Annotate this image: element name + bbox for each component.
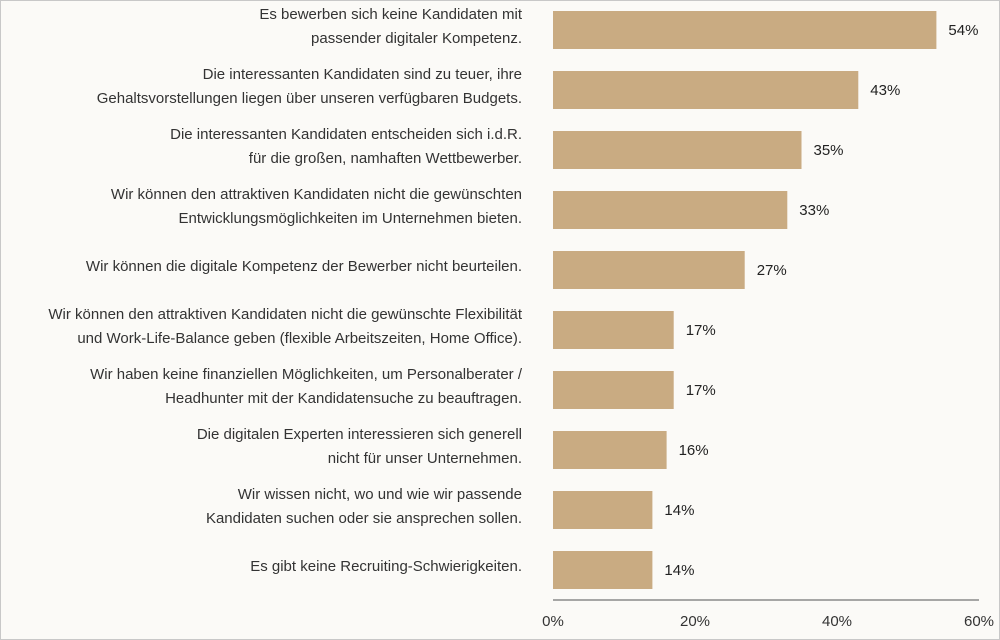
category-label-line: nicht für unser Unternehmen.: [328, 450, 522, 467]
value-label-7: 17%: [686, 382, 716, 399]
category-label-line: Es bewerben sich keine Kandidaten mit: [259, 6, 522, 23]
value-labels-group: 54% 43% 35% 33% 27% 17% 17% 16% 14% 14%: [664, 22, 978, 579]
bar-9: [553, 491, 653, 529]
value-label-9: 14%: [664, 502, 694, 519]
category-label-7: Wir haben keine finanziellen Möglichkeit…: [90, 366, 523, 407]
x-tick-label-0: 0%: [542, 613, 564, 630]
category-label-line: Gehaltsvorstellungen liegen über unseren…: [97, 90, 522, 107]
category-label-line: Wir haben keine finanziellen Möglichkeit…: [90, 366, 523, 383]
category-label-8: Die digitalen Experten interessieren sic…: [197, 426, 522, 467]
category-label-line: Entwicklungsmöglichkeiten im Unternehmen…: [178, 210, 522, 227]
category-label-line: Headhunter mit der Kandidatensuche zu be…: [165, 390, 522, 407]
category-label-4: Wir können den attraktiven Kandidaten ni…: [111, 186, 522, 227]
bar-4: [553, 191, 788, 229]
value-label-10: 14%: [664, 562, 694, 579]
category-label-3: Die interessanten Kandidaten entscheiden…: [170, 126, 522, 167]
category-label-line: für die großen, namhaften Wettbewerber.: [249, 150, 522, 167]
value-label-1: 54%: [948, 22, 978, 39]
bar-2: [553, 71, 859, 109]
category-label-2: Die interessanten Kandidaten sind zu teu…: [97, 66, 522, 107]
category-label-1: Es bewerben sich keine Kandidaten mit pas…: [259, 6, 522, 47]
category-label-line: Die interessanten Kandidaten sind zu teu…: [203, 66, 522, 83]
category-label-6: Wir können den attraktiven Kandidaten ni…: [48, 306, 522, 347]
value-label-2: 43%: [870, 82, 900, 99]
x-tick-label-60: 60%: [964, 613, 994, 630]
value-label-3: 35%: [814, 142, 844, 159]
category-label-line: passender digitaler Kompetenz.: [311, 30, 522, 47]
value-label-8: 16%: [679, 442, 709, 459]
bar-3: [553, 131, 802, 169]
category-label-9: Wir wissen nicht, wo und wie wir passend…: [206, 486, 522, 527]
bar-8: [553, 431, 667, 469]
bar-7: [553, 371, 674, 409]
category-label-line: Die interessanten Kandidaten entscheiden…: [170, 126, 522, 143]
value-label-4: 33%: [799, 202, 829, 219]
bar-6: [553, 311, 674, 349]
category-labels-group: Es bewerben sich keine Kandidaten mit pas…: [48, 6, 522, 575]
bar-10: [553, 551, 653, 589]
category-label-line: Die digitalen Experten interessieren sic…: [197, 426, 522, 443]
category-label-line: Wir können die digitale Kompetenz der Be…: [86, 258, 522, 275]
x-tick-label-20: 20%: [680, 613, 710, 630]
x-axis-ticks-group: 0% 20% 40% 60%: [542, 613, 994, 630]
bar-5: [553, 251, 745, 289]
category-label-line: Kandidaten suchen oder sie ansprechen so…: [206, 510, 522, 527]
bar-1: [553, 11, 937, 49]
category-label-line: Es gibt keine Recruiting-Schwierigkeiten…: [250, 558, 522, 575]
bars-group: [553, 11, 937, 589]
x-tick-label-40: 40%: [822, 613, 852, 630]
value-label-6: 17%: [686, 322, 716, 339]
category-label-line: Wir wissen nicht, wo und wie wir passend…: [238, 486, 522, 503]
category-label-line: Wir können den attraktiven Kandidaten ni…: [111, 186, 522, 203]
value-label-5: 27%: [757, 262, 787, 279]
category-label-10: Es gibt keine Recruiting-Schwierigkeiten…: [250, 558, 522, 575]
category-label-line: und Work-Life-Balance geben (flexible Ar…: [77, 330, 522, 347]
category-label-5: Wir können die digitale Kompetenz der Be…: [86, 258, 522, 275]
category-label-line: Wir können den attraktiven Kandidaten ni…: [48, 306, 522, 323]
